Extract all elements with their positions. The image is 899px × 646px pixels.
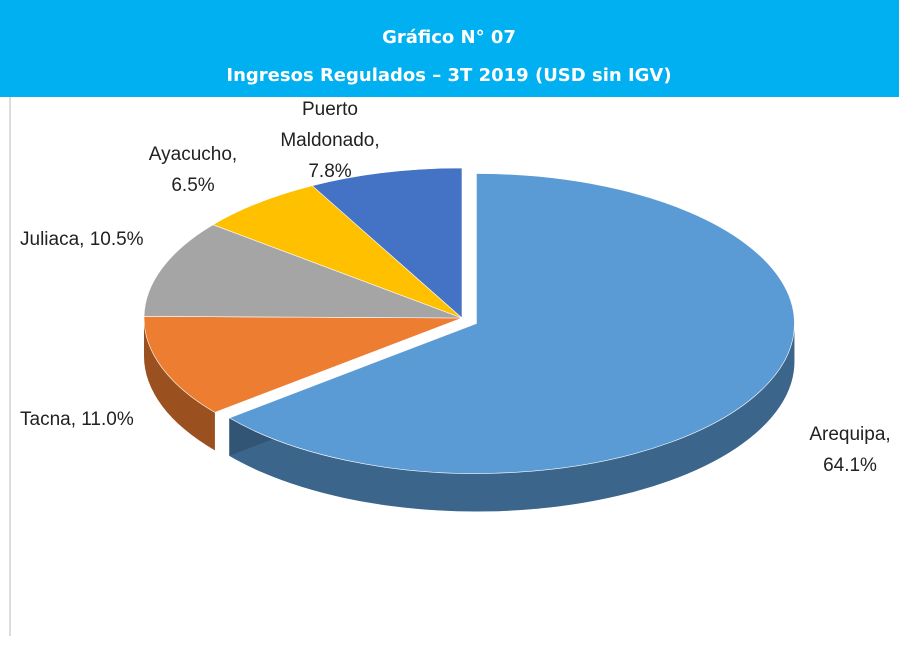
slice-side-shade (229, 323, 795, 512)
slice-side (229, 323, 795, 512)
slice (228, 173, 795, 474)
pie-tops (143, 167, 795, 474)
data-label: Tacna, 11.0% (20, 409, 134, 430)
chart-title: Gráfico N° 07 (382, 27, 516, 48)
chart-subtitle: Ingresos Regulados – 3T 2019 (USD sin IG… (226, 65, 671, 86)
data-labels: Arequipa, 64.1% Tacna, 11.0% Juliaca, 10.5%… (20, 99, 891, 476)
title-banner (0, 0, 899, 97)
slice (143, 316, 463, 413)
data-label: Juliaca, 10.5% (20, 229, 144, 250)
slice-side (144, 318, 215, 451)
slice (212, 185, 463, 319)
slice (143, 224, 463, 319)
slice (311, 167, 463, 319)
data-label: Puerto Maldonado, 7.8% (280, 99, 379, 182)
data-label: Ayacucho, 6.5% (149, 144, 237, 196)
slice-side-shade (144, 318, 215, 451)
data-label: Arequipa, 64.1% (809, 424, 890, 476)
